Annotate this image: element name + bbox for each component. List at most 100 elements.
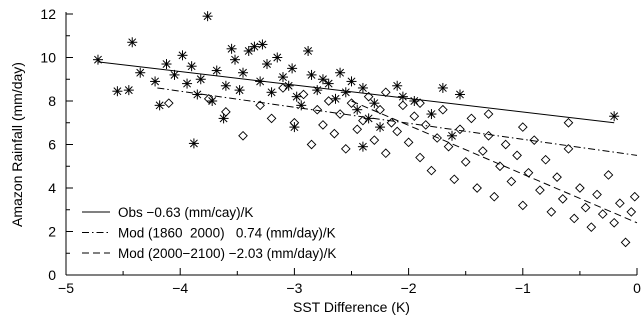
asterisk-point bbox=[161, 59, 172, 70]
diamond-point bbox=[409, 111, 420, 122]
diamond-point bbox=[569, 213, 580, 224]
fit-line-dashed bbox=[351, 100, 638, 224]
x-axis: −5 −4 −3 −2 −1 0 bbox=[58, 268, 641, 296]
diamond-point bbox=[403, 137, 414, 148]
asterisk-point bbox=[112, 86, 123, 97]
asterisk-point bbox=[335, 67, 346, 78]
diamond-point bbox=[506, 176, 517, 187]
asterisk-point bbox=[277, 72, 288, 83]
asterisk-point bbox=[306, 69, 317, 80]
diamond-point bbox=[615, 198, 625, 209]
diamond-point bbox=[563, 117, 574, 128]
diamond-point bbox=[340, 144, 351, 154]
asterisk-point bbox=[312, 85, 323, 96]
asterisk-point bbox=[283, 80, 294, 91]
diamond-point bbox=[512, 150, 522, 161]
diamond-point bbox=[426, 165, 437, 176]
diamond-point bbox=[432, 133, 442, 143]
asterisk-point bbox=[454, 89, 465, 100]
diamond-point bbox=[455, 124, 465, 135]
asterisk-point bbox=[211, 65, 222, 76]
asterisk-point bbox=[317, 74, 328, 85]
asterisk-point bbox=[352, 104, 363, 115]
diamond-point bbox=[386, 117, 397, 128]
diamond-point bbox=[629, 191, 640, 202]
diamond-point bbox=[329, 128, 340, 139]
asterisk-point bbox=[238, 67, 249, 78]
diamond-point bbox=[489, 191, 500, 202]
asterisk-point bbox=[169, 69, 180, 80]
diamond-point bbox=[363, 91, 374, 102]
asterisk-point bbox=[437, 82, 448, 93]
asterisk-point bbox=[230, 54, 241, 65]
diamond-point bbox=[460, 157, 471, 167]
fit-lines bbox=[97, 61, 638, 224]
asterisk-point bbox=[92, 54, 103, 65]
diamond-point bbox=[443, 141, 454, 152]
y-axis-title: Amazon Rainfall (mm/day) bbox=[9, 62, 25, 227]
y-tick-label: 4 bbox=[48, 180, 56, 196]
diamond-point bbox=[500, 139, 511, 150]
asterisk-point bbox=[266, 87, 277, 98]
asterisk-point bbox=[255, 76, 266, 87]
diamond-point bbox=[255, 100, 265, 111]
diamond-point bbox=[603, 170, 614, 180]
diamond-point bbox=[221, 107, 231, 117]
diamond-point bbox=[415, 152, 425, 163]
asterisk-point bbox=[177, 50, 188, 61]
fit-line-dash-dot bbox=[157, 87, 638, 156]
diamond-point bbox=[575, 183, 585, 193]
x-tick-label: −4 bbox=[172, 280, 188, 296]
y-tick-label: 8 bbox=[48, 93, 56, 109]
diamond-point bbox=[298, 89, 309, 100]
y-axis: 0 2 4 6 8 10 12 bbox=[40, 6, 73, 283]
asterisk-point bbox=[182, 78, 193, 89]
diamond-point bbox=[580, 202, 591, 213]
asterisk-point bbox=[392, 80, 403, 91]
y-tick-label: 0 bbox=[48, 267, 56, 283]
asterisk-point bbox=[257, 39, 268, 50]
diamond-point bbox=[472, 183, 482, 193]
diamond-point bbox=[420, 120, 431, 130]
diamond-point bbox=[620, 237, 631, 248]
diamond-point bbox=[563, 144, 574, 154]
diamond-point bbox=[238, 130, 248, 141]
diamond-point bbox=[557, 194, 568, 204]
diamond-point bbox=[466, 113, 477, 124]
x-tick-label: −2 bbox=[401, 280, 417, 296]
diamond-point bbox=[438, 104, 448, 115]
asterisk-point bbox=[287, 63, 298, 74]
asterisk-point bbox=[609, 111, 620, 122]
diamond-point bbox=[540, 154, 551, 165]
asterisk-point bbox=[150, 76, 161, 87]
asterisk-point bbox=[323, 78, 334, 89]
diamond-point bbox=[335, 109, 345, 119]
asterisk-point bbox=[220, 80, 231, 91]
diamond-point bbox=[495, 161, 505, 172]
asterisk-point bbox=[127, 37, 138, 48]
y-tick-label: 12 bbox=[40, 6, 56, 22]
diamond-point bbox=[552, 172, 562, 182]
asterisk-point bbox=[192, 89, 203, 100]
legend-label: Mod (2000−2100) −2.03 (mm/day)/K bbox=[118, 246, 336, 261]
asterisk-point bbox=[357, 82, 368, 93]
diamond-point bbox=[278, 83, 288, 93]
asterisk-point bbox=[249, 41, 260, 52]
diamond-point bbox=[375, 104, 385, 115]
asterisk-point bbox=[296, 100, 307, 111]
diamond-point bbox=[318, 120, 328, 130]
asterisk-point bbox=[243, 45, 254, 56]
x-tick-label: −5 bbox=[58, 280, 74, 296]
diamond-point bbox=[306, 139, 317, 150]
diamond-point bbox=[529, 135, 540, 145]
diamond-point bbox=[380, 87, 391, 98]
legend-label: Mod (1860 2000) 0.74 (mm/day)/K bbox=[118, 226, 336, 241]
diamond-point bbox=[517, 200, 528, 211]
asterisk-point bbox=[188, 138, 199, 149]
asterisk-point bbox=[369, 98, 380, 109]
asterisk-point bbox=[123, 85, 134, 96]
asterisk-point bbox=[234, 85, 245, 96]
asterisk-point bbox=[340, 87, 351, 98]
y-tick-label: 10 bbox=[40, 50, 56, 66]
